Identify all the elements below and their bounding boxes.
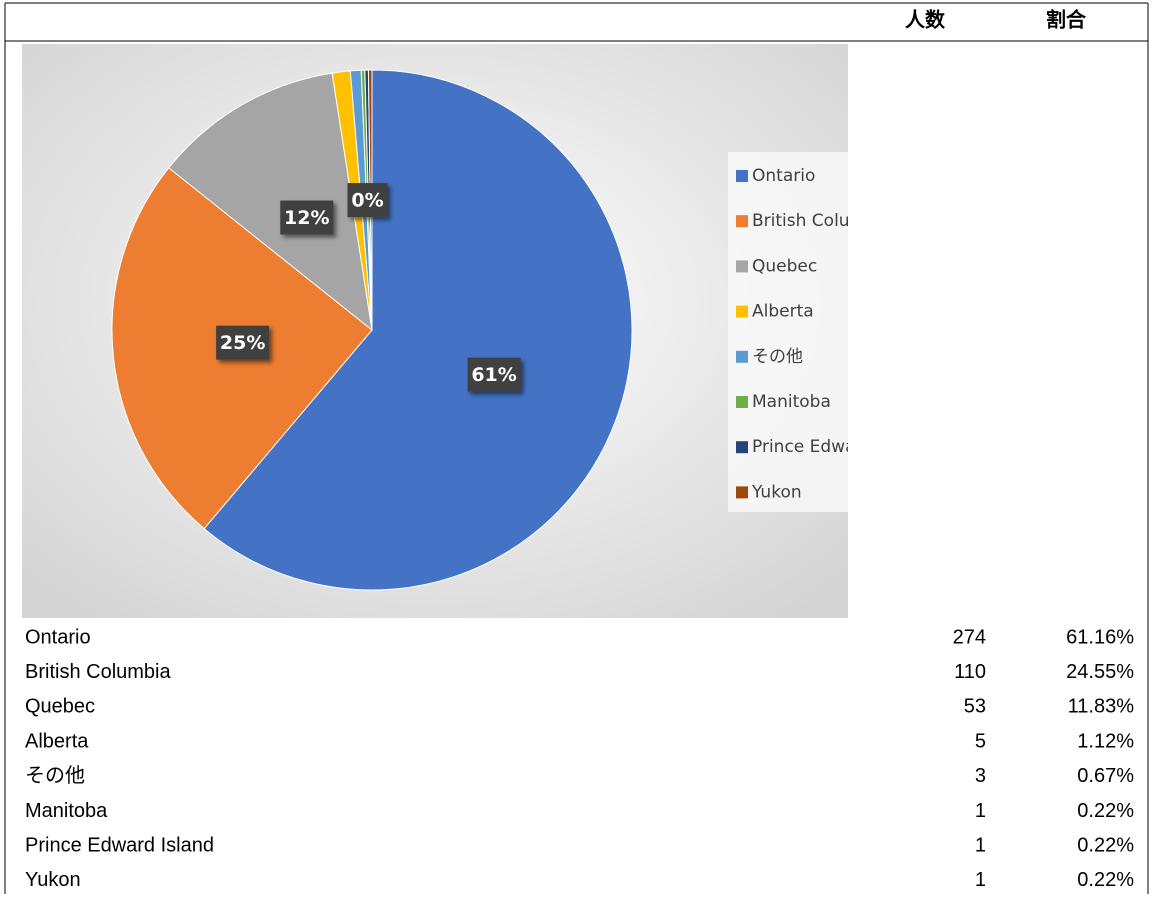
data-label-box	[216, 325, 270, 360]
row-name: Yukon	[25, 869, 81, 891]
row-name: British Columbia	[25, 661, 171, 683]
row-name: Quebec	[25, 696, 95, 718]
legend-swatch	[736, 486, 748, 499]
data-labels: 61% 25% 12% 0%	[216, 183, 521, 392]
pie-slice	[168, 72, 373, 332]
row-name: Alberta	[25, 730, 89, 752]
legend-box	[728, 152, 848, 512]
row-count: 3	[975, 765, 986, 787]
row-share: 0.22%	[1077, 869, 1134, 891]
row-name: その他	[25, 764, 85, 787]
legend-swatch	[736, 441, 748, 454]
legend-label: Alberta	[752, 302, 814, 322]
row-share: 1.12%	[1077, 730, 1134, 752]
table: Ontario 274 61.16% British Columbia 110 24.55…	[25, 626, 1134, 891]
row-name: Prince Edward Island	[25, 834, 214, 856]
row-count: 5	[975, 730, 986, 752]
row-count: 1	[975, 800, 986, 822]
legend-label: Prince Edward Island	[752, 437, 929, 457]
header: 人数	[905, 7, 946, 31]
row-share: 0.22%	[1077, 834, 1134, 856]
legend-label: Manitoba	[752, 392, 831, 412]
legend-label: British Columbia	[752, 211, 892, 231]
legend: Ontario British Columbia Quebec Alberta その他 M…	[736, 166, 929, 502]
data-label-box	[467, 357, 521, 392]
data-label-box	[347, 183, 388, 218]
legend-swatch	[736, 215, 748, 228]
legend-swatch	[736, 170, 748, 182]
pie	[111, 69, 633, 591]
row-share: 0.67%	[1077, 765, 1134, 787]
legend-swatch	[736, 260, 748, 273]
row-count: 274	[953, 626, 986, 648]
legend-label: Quebec	[752, 256, 817, 276]
row-share: 0.22%	[1077, 800, 1134, 822]
row-share: 61.16%	[1066, 626, 1134, 648]
legend-swatch	[736, 396, 748, 408]
data-label: 25%	[220, 332, 265, 354]
row-share: 11.83%	[1068, 696, 1135, 718]
data-label-box	[280, 200, 334, 235]
legend-label: Ontario	[752, 166, 815, 186]
row-share: 24.55%	[1066, 661, 1134, 683]
row-count: 1	[975, 869, 986, 891]
legend-label: その他	[752, 347, 803, 367]
data-label: 12%	[284, 207, 329, 229]
legend-swatch	[736, 350, 748, 363]
row-name: Ontario	[25, 626, 91, 648]
legend-swatch	[736, 305, 748, 318]
row-count: 110	[954, 661, 986, 683]
data-label: 61%	[471, 364, 516, 386]
pie-slice	[203, 69, 633, 591]
legend-label: Yukon	[751, 482, 802, 502]
row-count: 53	[964, 696, 986, 718]
header: 割合	[1046, 7, 1087, 31]
row-count: 1	[975, 834, 986, 856]
data-label: 0%	[351, 190, 383, 212]
row-name: Manitoba	[25, 800, 108, 822]
